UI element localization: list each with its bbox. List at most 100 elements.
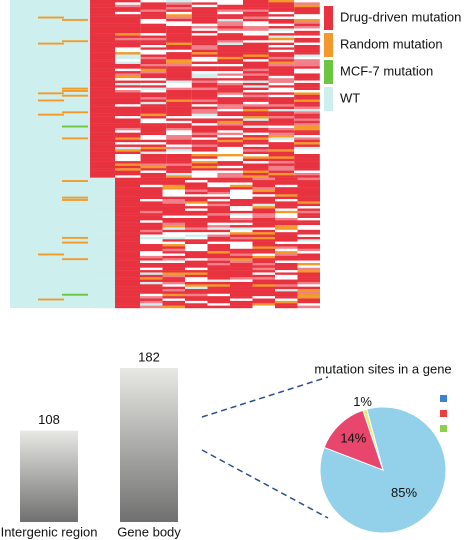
cell [185,255,208,259]
cell [230,303,253,306]
cell [166,7,192,10]
cell [191,40,218,43]
cell [217,47,243,50]
cell [230,262,253,266]
cell [140,54,167,58]
cell [162,298,185,302]
cell [191,113,218,117]
cell [191,49,218,53]
cell [115,215,140,219]
cell [191,30,218,34]
cell [230,222,253,226]
cell [140,113,167,117]
cell [268,9,295,13]
cell [115,52,141,55]
cell [268,149,295,152]
cell [243,66,269,69]
cell [166,144,192,148]
cell [140,94,167,98]
cell [90,213,115,216]
cell [90,227,115,231]
cell [90,78,115,81]
cell [207,177,230,181]
cell [294,78,320,81]
cell [185,267,208,271]
cell [166,158,192,162]
cell [230,208,253,212]
cell [268,78,295,81]
cell [268,35,295,39]
cell [140,300,163,304]
cell [275,227,298,231]
cell [140,156,167,159]
cell [162,248,185,252]
cell [294,2,320,5]
cell [140,229,163,233]
cell [243,163,269,167]
cell [166,2,192,5]
cell [268,73,295,77]
cell [191,106,218,110]
cell [62,90,88,92]
cell [217,82,243,86]
cell [294,11,320,15]
cell [166,146,192,150]
cell [191,92,218,95]
cell [275,182,298,185]
cell [243,26,269,29]
cell [230,217,253,221]
cell [217,113,243,117]
cell [217,18,243,22]
cell [140,232,163,235]
cell [191,170,218,174]
heatmap [10,0,320,309]
cell [140,248,163,252]
cell [207,182,230,185]
cell [217,73,243,77]
cell [217,52,243,55]
cell [90,80,115,84]
cell [243,82,269,86]
cell [140,161,167,164]
cell [191,56,218,60]
cell [243,142,269,145]
cell [217,158,243,162]
cell [268,68,295,72]
cell [297,281,320,285]
cell [162,208,185,212]
cell [90,272,115,276]
cell [166,52,192,55]
cell [252,291,275,294]
cell [230,184,253,188]
cell [230,274,253,278]
cell [230,194,253,197]
cell [140,26,167,29]
cell [115,255,140,259]
cell [252,267,275,271]
cell [243,56,269,60]
cell [230,210,253,214]
cell [185,227,208,231]
cell [140,49,167,53]
cell [268,56,295,60]
cell [140,158,167,162]
cell [90,161,115,164]
cell [243,158,269,162]
cell [243,49,269,53]
cell [115,118,141,122]
cell [217,132,243,136]
cell [191,63,218,67]
cell [140,239,163,242]
cell [166,92,192,95]
cell [90,234,115,238]
cell [275,284,298,287]
cell [252,298,275,302]
cell [90,191,115,195]
cell [268,90,295,93]
cell [268,16,295,20]
cell [268,21,295,24]
cell [191,130,218,133]
cell [275,199,298,202]
cell [252,220,275,223]
cell [162,182,185,185]
